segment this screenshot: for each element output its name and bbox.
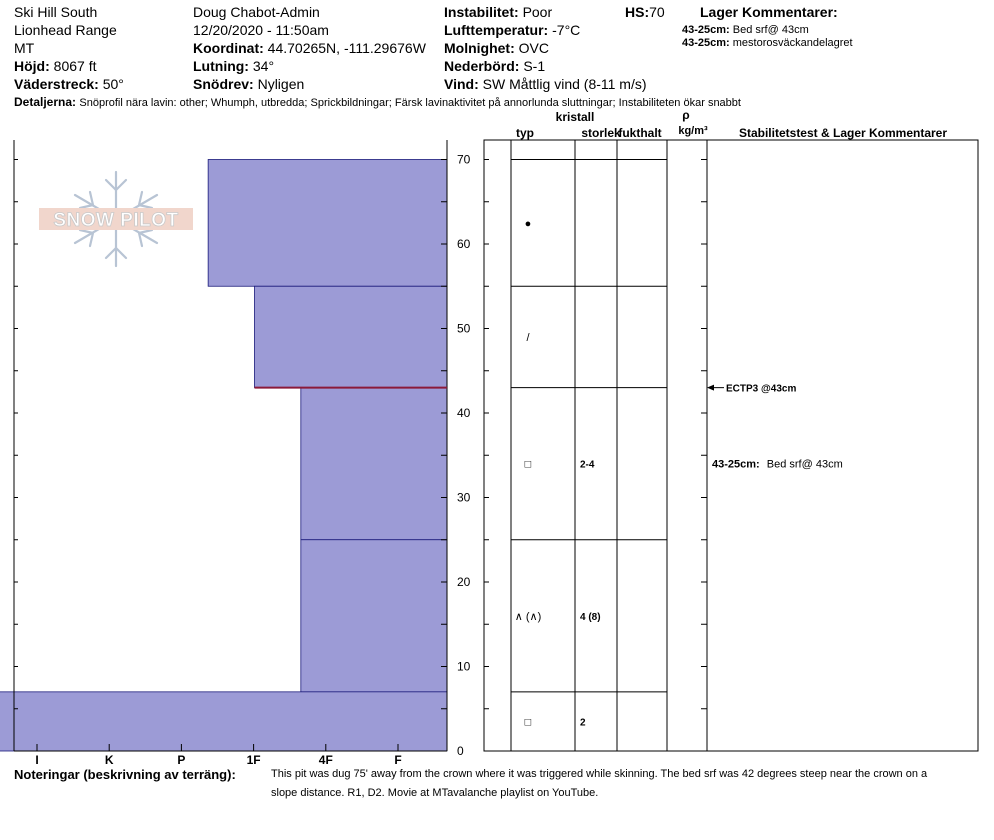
layer-comment-1: 43-25cm: Bed srf@ 43cm [682,24,809,36]
notes-line-2: slope distance. R1, D2. Movie at MTavala… [271,787,599,799]
sky-value: OVC [518,40,549,56]
y-tick-label: 70 [457,153,471,167]
test-layer-comment-text: Bed srf@ 43cm [767,459,843,471]
y-tick-label: 40 [457,406,471,420]
logo-band [39,208,193,230]
details: Detaljerna: Snöprofil nära lavin: other;… [14,95,741,109]
header-moisture: fukthalt [618,126,661,140]
state-name: MT [14,40,35,56]
layer-table: ●/□ 2-4∧ (∧) 4 (8)□ 2 kristall typ storlek … [483,108,979,752]
x-tick-label: F [394,753,401,767]
notes-label: Noteringar (beskrivning av terräng): [14,767,236,782]
instability: Instabilitet: Poor [444,3,552,21]
layer-comment-2-text: mestorosväckandelagret [732,37,853,49]
layer-comment-1-text: Bed srf@ 43cm [732,24,809,36]
coordinates-label: Koordinat: [193,40,264,56]
sky-cover: Molnighet: OVC [444,39,549,57]
y-tick-label: 50 [457,322,471,336]
wind-loading-value: Nyligen [257,76,305,92]
header-type: typ [516,126,534,140]
wind: Vind: SW Måttlig vind (8-11 m/s) [444,75,647,93]
observation-datetime: 12/20/2020 - 11:50am [193,22,329,38]
grain-size-3: 2-4 [580,460,595,471]
header-crystal: kristall [556,110,595,124]
coordinates: Koordinat: 44.70265N, -111.29676W [193,39,426,57]
y-tick-label: 0 [457,744,464,758]
test-layer-comment: 43-25cm: Bed srf@ 43cm [712,459,843,471]
precip-label: Nederbörd: [444,58,520,74]
hardness-layer-5 [0,691,448,752]
grain-size-5: 2 [580,717,586,728]
hs-label: HS: [625,4,650,20]
notes-line-1: This pit was dug 75' away from the crown… [271,768,928,780]
coordinates-value: 44.70265N, -111.29676W [267,40,426,56]
y-tick-label: 10 [457,660,471,674]
grain-type-symbol-4: ∧ (∧) [515,611,542,623]
precip-value: S-1 [523,58,546,74]
header-density-unit: kg/m³ [678,125,708,137]
layer-comments-title: Lager Kommentarer: [700,4,838,20]
sky-label: Molnighet: [444,40,515,56]
range-name: Lionhead Range [14,22,117,38]
table-frame [483,139,979,752]
instability-label: Instabilitet: [444,4,519,20]
aspect: Väderstreck: 50° [14,75,124,93]
header-size: storlek [581,126,621,140]
slope-value: 34° [252,58,275,74]
x-tick-label: 1F [247,753,261,767]
grain-type-symbol-5: □ [525,716,532,728]
details-label: Detaljerna: [14,95,77,109]
hardness-layer-4 [300,539,448,693]
aspect-value: 50° [102,76,124,92]
location-name: Ski Hill South [14,4,98,20]
stability-test-label: ECTP3 @43cm [726,384,796,395]
wind-loading: Snödrev: Nyligen [193,75,304,93]
elevation: Höjd: 8067 ft [14,57,96,75]
wind-label: Vind: [444,76,479,92]
logo-text: SNOW PILOT [53,210,178,231]
elevation-label: Höjd: [14,58,50,74]
layer-comment-2: 43-25cm: mestorosväckandelagret [682,37,853,49]
slope-label: Lutning: [193,58,249,74]
hs-value: 70 [649,4,665,20]
x-tick-label: I [35,753,38,767]
grain-type-symbol-2: / [526,332,530,344]
instability-value: Poor [522,4,553,20]
precipitation: Nederbörd: S-1 [444,57,545,75]
observer-name: Doug Chabot-Admin [193,4,320,20]
hardness-layer-2 [254,285,448,389]
test-layer-comment-label: 43-25cm: [712,459,760,471]
hardness-profile-chart: I K P 1F 4F F 0 10 20 30 40 50 60 70 [0,140,471,767]
x-tick-label: 4F [319,753,333,767]
x-tick-label: P [177,753,185,767]
hardness-layer-3 [300,387,448,541]
grain-size-4: 4 (8) [580,612,601,623]
y-tick-label: 20 [457,575,471,589]
layer-comment-1-label: 43-25cm: [682,24,730,36]
air-temperature: Lufttemperatur: -7°C [444,21,580,39]
y-tick-label: 30 [457,491,471,505]
layer-comment-2-label: 43-25cm: [682,37,730,49]
y-tick-label: 60 [457,237,471,251]
total-snow-height: HS:70 [625,3,665,21]
x-tick-label: K [105,753,114,767]
air-temp-value: -7°C [552,22,581,38]
header-rho: ρ [682,108,689,122]
aspect-label: Väderstreck: [14,76,99,92]
details-text: Snöprofil nära lavin: other; Whumph, utb… [79,97,741,109]
elevation-value: 8067 ft [53,58,97,74]
slope-angle: Lutning: 34° [193,57,274,75]
air-temp-label: Lufttemperatur: [444,22,549,38]
hardness-layer-1 [207,159,448,287]
grain-type-symbol-3: □ [525,459,532,471]
test-arrow-head [707,384,714,391]
snowpilot-logo: SNOW PILOT [39,170,193,268]
wind-value: SW Måttlig vind (8-11 m/s) [482,76,647,92]
header-stability: Stabilitetstest & Lager Kommentarer [739,126,947,140]
grain-type-symbol-1: ● [525,218,532,230]
wind-loading-label: Snödrev: [193,76,254,92]
stability-test-marker: ECTP3 @43cm [707,384,796,395]
